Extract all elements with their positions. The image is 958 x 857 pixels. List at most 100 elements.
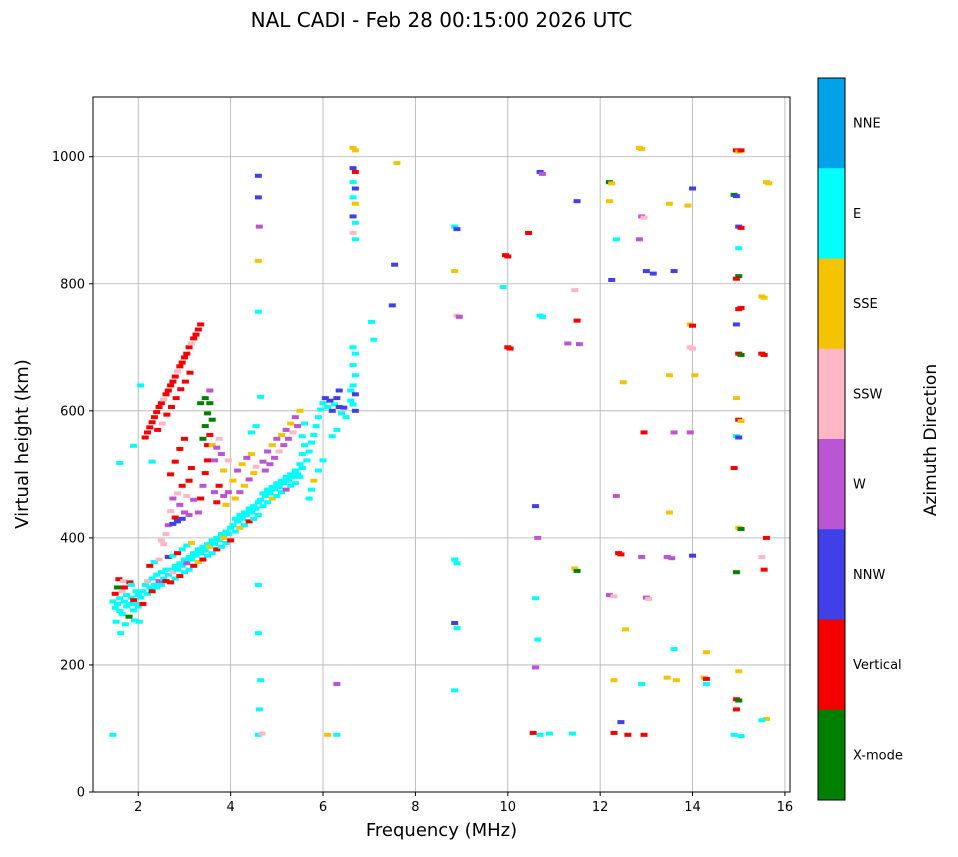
data-point [259, 504, 267, 509]
data-point [319, 458, 327, 463]
data-point [178, 360, 186, 365]
data-point [266, 462, 274, 467]
data-point [177, 387, 185, 392]
colorbar-segment-X-mode [818, 709, 845, 801]
data-point [217, 532, 225, 537]
data-point [605, 199, 613, 204]
data-point [612, 237, 620, 242]
data-point [154, 427, 162, 432]
data-point [231, 529, 239, 534]
colorbar-segment-W [818, 439, 845, 530]
data-point [307, 487, 315, 492]
data-point [146, 585, 154, 590]
data-point [305, 496, 313, 501]
colorbar-segment-label: E [853, 207, 861, 222]
data-point [271, 455, 279, 460]
data-point [686, 430, 694, 435]
data-point [280, 481, 288, 486]
data-point [208, 551, 216, 556]
data-point [247, 452, 255, 457]
data-point [284, 436, 292, 441]
data-point [531, 665, 539, 670]
data-point [451, 688, 459, 693]
data-point [689, 346, 697, 351]
data-point [351, 220, 359, 225]
data-point [275, 449, 283, 454]
data-point [215, 483, 223, 488]
data-point [351, 201, 359, 206]
data-point [153, 410, 161, 415]
x-tick-label: 8 [411, 800, 419, 815]
chart-title: NAL CADI - Feb 28 00:15:00 2026 UTC [250, 8, 633, 32]
data-point [689, 323, 697, 328]
data-point [573, 199, 581, 204]
data-point [178, 516, 186, 521]
data-point [121, 622, 129, 627]
data-point [638, 682, 646, 687]
data-point [531, 596, 539, 601]
data-point [732, 707, 740, 712]
data-point [273, 436, 281, 441]
data-point [337, 411, 345, 416]
data-point [148, 420, 156, 425]
data-point [665, 201, 673, 206]
data-point [208, 417, 216, 422]
data-point [455, 314, 463, 319]
data-point [127, 582, 135, 587]
data-point [245, 506, 253, 511]
data-point [321, 396, 329, 401]
data-point [273, 493, 281, 498]
data-point [120, 585, 128, 590]
data-point [762, 535, 770, 540]
data-point [737, 734, 745, 739]
data-point [735, 307, 743, 312]
data-point [201, 471, 209, 476]
data-point [499, 284, 507, 289]
data-point [538, 171, 546, 176]
data-point [575, 342, 583, 347]
data-point [287, 472, 295, 477]
data-point [183, 561, 191, 566]
data-point [312, 424, 320, 429]
data-point [324, 732, 332, 737]
data-point [640, 732, 648, 737]
data-point [204, 553, 212, 558]
colorbar-segment-label: W [853, 478, 866, 493]
data-point [204, 458, 212, 463]
data-point [231, 496, 239, 501]
data-point [243, 513, 251, 518]
data-point [277, 478, 285, 483]
data-point [231, 516, 239, 521]
data-point [291, 415, 299, 420]
data-point [665, 510, 673, 515]
data-point [252, 464, 260, 469]
data-point [113, 585, 121, 590]
data-point [612, 493, 620, 498]
data-point [351, 373, 359, 378]
data-point [298, 466, 306, 471]
data-point [187, 466, 195, 471]
data-point [245, 477, 253, 482]
data-point [155, 557, 163, 562]
data-point [252, 424, 260, 429]
data-point [125, 601, 133, 606]
data-point [326, 398, 334, 403]
data-point [689, 553, 697, 558]
data-point [368, 319, 376, 324]
data-point [254, 732, 262, 737]
data-point [264, 487, 272, 492]
data-point [224, 532, 232, 537]
data-point [250, 504, 258, 509]
data-point [451, 224, 459, 229]
data-point [217, 544, 225, 549]
data-point [370, 337, 378, 342]
data-point [185, 345, 193, 350]
data-point [197, 401, 205, 406]
data-point [735, 698, 743, 703]
data-point [169, 379, 177, 384]
data-point [257, 497, 265, 502]
data-point [284, 478, 292, 483]
data-point [176, 574, 184, 579]
data-point [137, 383, 145, 388]
data-point [227, 538, 235, 543]
